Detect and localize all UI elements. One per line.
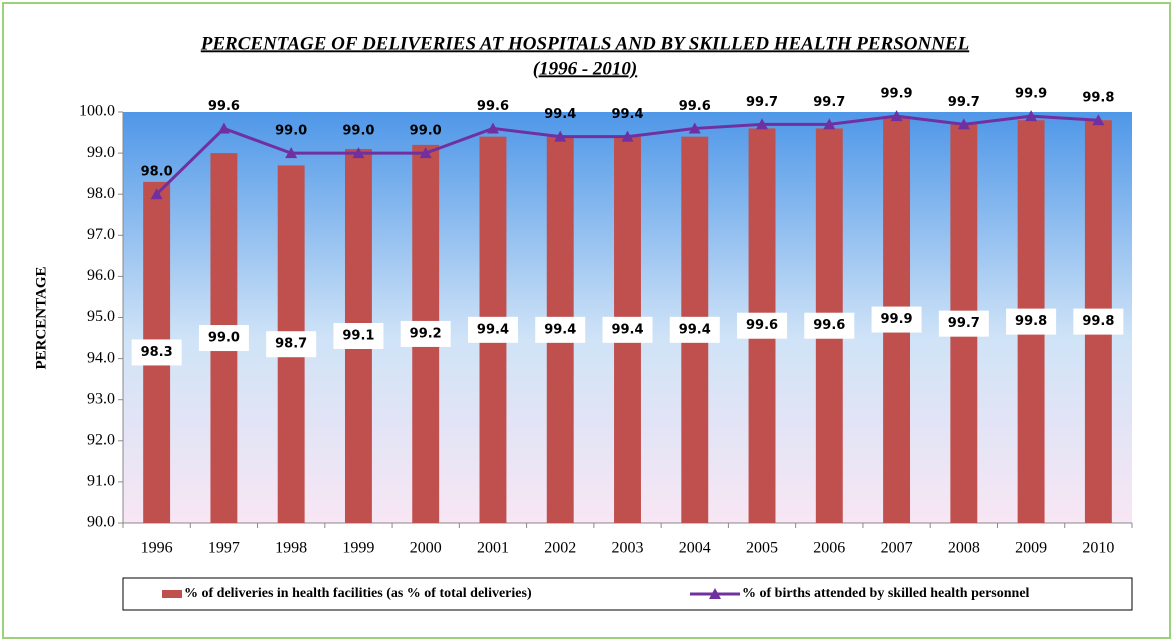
bar-label-box: [669, 316, 720, 343]
bar-label: 98.3: [141, 345, 173, 360]
bar-label: 99.9: [881, 312, 913, 327]
chart-title: PERCENTAGE OF DELIVERIES AT HOSPITALS AN…: [200, 33, 969, 54]
legend-label: % of deliveries in health facilities (as…: [184, 586, 532, 601]
line-label: 99.6: [679, 99, 711, 114]
line-label: 99.0: [342, 124, 374, 139]
bar-label: 99.6: [813, 318, 845, 333]
line-marker: [554, 130, 567, 142]
line-marker: [150, 188, 163, 200]
y-tick-label: 91.0: [87, 473, 115, 490]
bar-label-box: [737, 312, 788, 339]
line-marker: [823, 118, 836, 130]
chart-subtitle: (1996 - 2010): [533, 58, 637, 79]
y-axis-label: PERCENTAGE: [33, 266, 49, 369]
bar-label-box: [535, 316, 586, 343]
line-label: 99.7: [813, 95, 845, 110]
line-label: 99.9: [881, 87, 913, 102]
bar-label-box: [871, 306, 922, 333]
x-tick-label: 2006: [813, 540, 845, 557]
bar-label: 99.8: [1015, 314, 1047, 329]
line-marker: [285, 147, 298, 159]
legend-box: [122, 577, 1133, 611]
line-marker: [621, 130, 634, 142]
line-marker: [890, 110, 903, 122]
line-marker: [486, 122, 499, 134]
x-tick-label: 2003: [612, 540, 644, 557]
bar-label: 99.4: [477, 322, 509, 337]
bar-label-box: [1006, 308, 1057, 335]
y-tick-label: 90.0: [87, 514, 115, 531]
x-tick-label: 2008: [948, 540, 980, 557]
line-marker: [688, 122, 701, 134]
bar-label: 99.4: [544, 322, 576, 337]
bar-label: 99.4: [679, 322, 711, 337]
y-tick-label: 99.0: [87, 144, 115, 161]
y-tick-label: 94.0: [87, 349, 115, 366]
bar-label-box: [266, 331, 317, 358]
bar-label: 99.7: [948, 316, 980, 331]
line-marker: [1025, 110, 1038, 122]
x-tick-label: 1999: [342, 540, 374, 557]
x-tick-label: 1998: [275, 540, 307, 557]
line-marker: [352, 147, 365, 159]
line-label: 99.4: [544, 107, 576, 122]
x-tick-label: 2005: [746, 540, 778, 557]
x-tick-label: 1996: [141, 540, 173, 557]
bar-label: 99.1: [342, 328, 374, 343]
line-label: 99.4: [611, 107, 643, 122]
bar-label-box: [938, 310, 989, 337]
line-label: 99.0: [275, 124, 307, 139]
line-label: 99.7: [948, 95, 980, 110]
bar-label-box: [198, 325, 249, 352]
y-tick-label: 96.0: [87, 267, 115, 284]
bar-label: 99.2: [410, 326, 442, 341]
line-label: 99.9: [1015, 87, 1047, 102]
bar-label-box: [602, 316, 653, 343]
bar-label-box: [333, 322, 384, 349]
bar-label-box: [1073, 308, 1124, 335]
bar-label-box: [804, 312, 855, 339]
bar-label: 99.0: [208, 331, 240, 346]
y-tick-label: 100.0: [79, 103, 115, 120]
line-label: 99.0: [410, 124, 442, 139]
y-tick-label: 97.0: [87, 226, 115, 243]
x-tick-label: 2000: [410, 540, 442, 557]
y-tick-label: 93.0: [87, 390, 115, 407]
x-tick-label: 2009: [1015, 540, 1047, 557]
legend-marker: [709, 588, 721, 599]
legend-label: % of births attended by skilled health p…: [742, 586, 1030, 601]
line-marker: [1092, 114, 1105, 126]
line-marker: [419, 147, 432, 159]
bar-label-box: [467, 316, 518, 343]
line-label: 99.6: [208, 99, 240, 114]
y-tick-label: 95.0: [87, 308, 115, 325]
line-label: 99.6: [477, 99, 509, 114]
x-tick-label: 2004: [679, 540, 711, 557]
bar-label: 99.6: [746, 318, 778, 333]
bar-label: 99.8: [1082, 314, 1114, 329]
line-label: 99.8: [1082, 91, 1114, 106]
legend-swatch: [162, 590, 182, 598]
line-marker: [957, 118, 970, 130]
bar-label: 98.7: [275, 337, 307, 352]
line-marker: [217, 122, 230, 134]
x-tick-label: 2002: [544, 540, 576, 557]
x-tick-label: 2007: [881, 540, 913, 557]
x-tick-label: 2001: [477, 540, 509, 557]
line-marker: [756, 118, 769, 130]
y-tick-label: 92.0: [87, 431, 115, 448]
bar-label-box: [131, 339, 182, 366]
line-label: 99.7: [746, 95, 778, 110]
bar-label-box: [400, 320, 451, 347]
line-label: 98.0: [141, 165, 173, 180]
bar-label: 99.4: [611, 322, 643, 337]
y-tick-label: 98.0: [87, 185, 115, 202]
x-tick-label: 1997: [208, 540, 240, 557]
x-tick-label: 2010: [1082, 540, 1114, 557]
